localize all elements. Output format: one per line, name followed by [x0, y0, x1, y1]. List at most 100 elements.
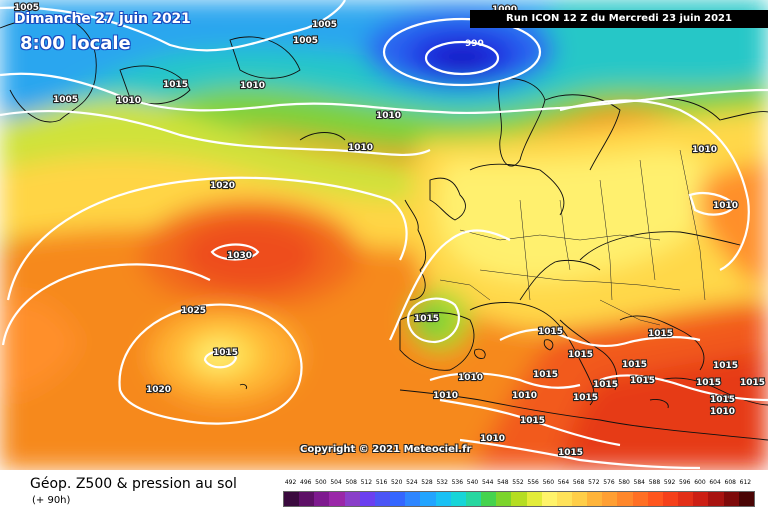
color-scale-tick: 600 [694, 479, 706, 486]
isobar-label: 1015 [710, 395, 735, 405]
color-scale-tick: 504 [330, 479, 342, 486]
color-scale-swatch [632, 492, 648, 506]
coastlines [0, 17, 768, 441]
color-scale-tick: 608 [724, 479, 736, 486]
color-scale-tick: 492 [284, 479, 297, 486]
isobar-label: 1015 [558, 448, 583, 458]
color-scale-swatch [314, 492, 330, 506]
isobar-label: 1015 [163, 80, 188, 90]
color-scale-tick: 552 [512, 479, 524, 486]
color-scale-swatch [284, 492, 300, 506]
color-scale-swatch [738, 492, 754, 506]
color-scale-tick: 560 [542, 479, 555, 486]
lead-time: (+ 90h) [32, 495, 71, 506]
color-scale-swatch [435, 492, 451, 506]
copyright-notice: Copyright © 2021 Meteociel.fr [300, 444, 472, 455]
isobar-label: 1010 [348, 143, 373, 153]
isobars [0, 0, 768, 468]
isobar-label: 1005 [14, 3, 39, 13]
color-scale-swatch [617, 492, 633, 506]
color-scale-tick: 536 [451, 479, 464, 486]
color-scale-swatch [465, 492, 482, 506]
isobar-label: 1010 [458, 373, 483, 383]
isobar-label: 1015 [648, 329, 673, 339]
color-scale-tick: 584 [633, 479, 645, 486]
map-canvas: 1005 1005 1005 990 1000 1015 1010 1010 1… [0, 0, 768, 470]
color-scale-swatch [329, 492, 345, 506]
color-scale-tick: 564 [557, 479, 570, 486]
color-scale-swatch [359, 492, 375, 506]
forecast-local-time: 8:00 locale [20, 33, 131, 54]
color-scale-swatch [481, 492, 497, 506]
isobar-label: 1015 [713, 361, 738, 371]
color-scale-swatch [602, 492, 618, 506]
forecast-date: Dimanche 27 juin 2021 [14, 11, 191, 27]
isobar-label: 1015 [520, 416, 545, 426]
color-scale-swatch [723, 492, 739, 506]
color-scale-swatch [708, 492, 724, 506]
isobar-label: 1015 [622, 360, 647, 370]
isobar-label: 1015 [213, 348, 238, 358]
isobar-label: 1015 [573, 393, 598, 403]
isobar-label: 1005 [293, 36, 318, 46]
isobar-label: 1015 [593, 380, 618, 390]
isobar-label: 1010 [480, 434, 505, 444]
color-scale-swatch [678, 492, 694, 506]
color-scale-swatch [496, 492, 512, 506]
color-scale-labels: 492 496 500 504 508 512 516 520 524 528 532 536 540 5… [283, 479, 753, 488]
isobar-label: 990 [465, 39, 484, 49]
isobar-label: 1010 [692, 145, 717, 155]
color-scale-swatch [693, 492, 709, 506]
product-title: Géop. Z500 & pression au sol [30, 476, 237, 492]
color-scale-tick: 576 [603, 479, 615, 486]
color-scale-tick: 508 [345, 479, 357, 486]
color-scale-tick: 500 [315, 479, 327, 486]
isobar-label: 1015 [414, 314, 439, 324]
color-scale-tick: 524 [406, 479, 418, 486]
isobar-label: 1015 [538, 327, 563, 337]
isobar-label: 1010 [512, 391, 537, 401]
color-scale-swatch [526, 492, 542, 506]
color-scale-tick: 532 [436, 479, 448, 486]
color-scale-tick: 596 [679, 479, 691, 486]
isobar-labels: 1005 1005 1005 990 1000 1015 1010 1010 1… [13, 2, 766, 459]
color-scale-tick: 496 [300, 479, 312, 486]
isobar-label: 1020 [146, 385, 171, 395]
isobar-label: 1020 [210, 181, 235, 191]
color-scale-tick: 568 [572, 479, 585, 486]
borders [439, 149, 706, 326]
color-scale-tick: 548 [497, 479, 509, 486]
color-scale-swatch [556, 492, 572, 506]
model-run-banner: Run ICON 12 Z du Mercredi 23 juin 2021 [470, 10, 768, 28]
color-scale-tick: 556 [527, 479, 539, 486]
color-scale-swatch [299, 492, 315, 506]
color-scale-tick: 520 [390, 479, 403, 486]
color-scale-swatch [344, 492, 360, 506]
color-scale-tick: 512 [360, 479, 373, 486]
isobar-label: 1015 [533, 370, 558, 380]
weather-map: 1005 1005 1005 990 1000 1015 1010 1010 1… [0, 0, 768, 470]
isobar-label: 1015 [568, 350, 593, 360]
color-scale-tick: 572 [588, 479, 600, 486]
color-scale-tick: 580 [618, 479, 630, 486]
isobar-label: 1015 [696, 378, 721, 388]
color-scale-swatch [374, 492, 391, 506]
color-scale-swatch [571, 492, 588, 506]
isobar-label: 1010 [710, 407, 735, 417]
isobar-label: 1010 [713, 201, 738, 211]
color-scale-tick: 516 [375, 479, 388, 486]
isobar-label: 1010 [116, 96, 141, 106]
color-scale-tick: 544 [481, 479, 494, 486]
color-scale-swatch [420, 492, 436, 506]
color-scale-tick: 612 [739, 479, 752, 486]
color-scale-swatch [405, 492, 421, 506]
isobar-label: 1015 [630, 376, 655, 386]
color-scale-tick: 604 [709, 479, 721, 486]
color-scale-tick: 540 [466, 479, 479, 486]
isobar-label: 1030 [227, 251, 252, 261]
color-scale-tick: 528 [421, 479, 433, 486]
isobar-label: 1025 [181, 306, 206, 316]
isobar-label: 1010 [433, 391, 458, 401]
color-scale-swatch [647, 492, 663, 506]
color-scale-swatch [662, 492, 679, 506]
